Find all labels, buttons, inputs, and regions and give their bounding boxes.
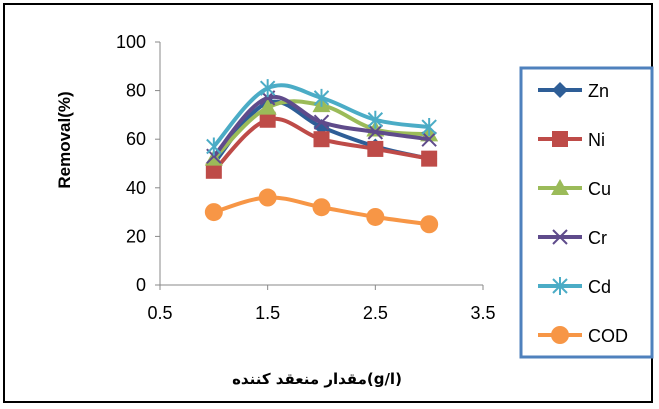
data-point-cod	[312, 198, 331, 217]
legend-label: Zn	[588, 81, 609, 101]
data-point-cod	[204, 203, 223, 222]
data-point-cd	[206, 137, 222, 156]
data-point-cd	[259, 79, 276, 98]
legend-item-cr: Cr	[538, 228, 607, 248]
y-tick-label: 20	[126, 226, 146, 246]
legend-label: Cd	[588, 277, 611, 297]
legend-item-ni: Ni	[538, 130, 605, 150]
data-point-ni	[313, 131, 330, 148]
data-point-cd	[313, 88, 330, 107]
x-tick-label: 2.5	[363, 303, 388, 323]
data-point-cr	[421, 131, 437, 147]
series-cd	[206, 79, 437, 156]
legend-marker	[552, 277, 568, 295]
data-point-cd	[421, 118, 437, 137]
axes: 0 20 40 60 80 100 0.5 1.5 2.5 3.5	[116, 32, 496, 323]
x-axis-label: مقدار منعقد کننده(g/l)	[232, 370, 402, 388]
legend-label: Cu	[588, 179, 611, 199]
x-tick-label: 1.5	[255, 303, 280, 323]
y-tick-label: 60	[126, 129, 146, 149]
legend-item-cu: Cu	[538, 179, 611, 199]
legend-marker	[551, 326, 569, 344]
data-point-ni	[367, 140, 384, 157]
data-point-cod	[420, 215, 439, 234]
data-point-cu	[258, 98, 277, 115]
legend-item-cd: Cd	[538, 277, 611, 297]
data-point-cod	[258, 188, 277, 207]
legend-label: Cr	[588, 228, 607, 248]
legend-item-cod: COD	[538, 326, 628, 346]
x-tick-label: 0.5	[147, 303, 172, 323]
y-tick-label: 40	[126, 178, 146, 198]
legend-marker	[552, 229, 568, 245]
data-point-cod	[366, 207, 385, 226]
legend-label: Ni	[588, 130, 605, 150]
legend-item-zn: Zn	[538, 81, 609, 101]
data-point-cd	[367, 110, 384, 129]
legend-box	[519, 66, 654, 359]
series-cod	[204, 188, 439, 234]
data-point-cr	[367, 124, 384, 140]
legend: Zn Ni Cu Cr Cd COD	[538, 81, 628, 346]
data-point-cr	[313, 114, 330, 130]
series-ni	[205, 111, 438, 179]
y-tick-label: 80	[126, 81, 146, 101]
y-tick-label: 0	[136, 275, 146, 295]
data-point-ni	[205, 162, 222, 179]
y-axis-label: Removal(%)	[55, 91, 74, 188]
series-layer	[204, 79, 439, 234]
series-line-cr	[212, 94, 430, 158]
data-point-ni	[421, 150, 438, 167]
legend-marker	[552, 131, 568, 147]
legend-marker	[551, 179, 569, 195]
legend-label: COD	[588, 326, 628, 346]
data-point-ni	[259, 111, 276, 128]
legend-marker	[552, 82, 568, 98]
x-tick-label: 3.5	[470, 303, 495, 323]
y-tick-label: 100	[116, 32, 146, 52]
